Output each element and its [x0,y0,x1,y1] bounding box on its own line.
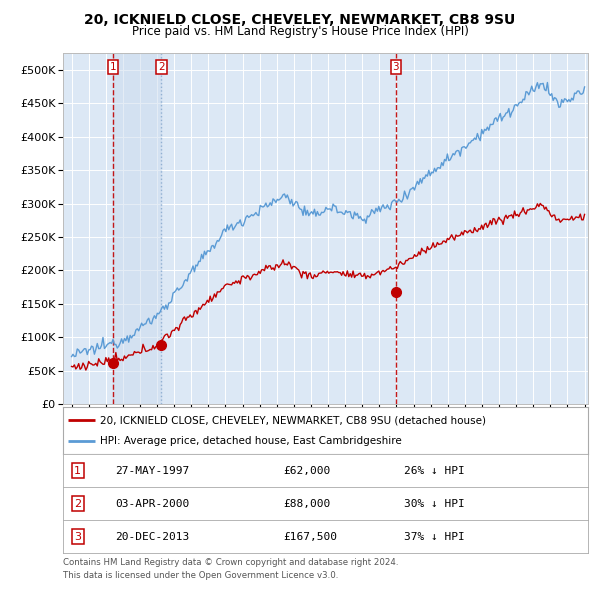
Text: 20-DEC-2013: 20-DEC-2013 [115,532,190,542]
Text: 27-MAY-1997: 27-MAY-1997 [115,466,190,476]
Text: 03-APR-2000: 03-APR-2000 [115,499,190,509]
Text: £62,000: £62,000 [284,466,331,476]
Text: 20, ICKNIELD CLOSE, CHEVELEY, NEWMARKET, CB8 9SU: 20, ICKNIELD CLOSE, CHEVELEY, NEWMARKET,… [85,13,515,27]
Bar [113,53,161,404]
Text: Price paid vs. HM Land Registry's House Price Index (HPI): Price paid vs. HM Land Registry's House … [131,25,469,38]
Text: £167,500: £167,500 [284,532,337,542]
Text: 3: 3 [392,62,399,72]
Text: 1: 1 [109,62,116,72]
Text: 3: 3 [74,532,81,542]
Text: 1: 1 [74,466,81,476]
Text: Contains HM Land Registry data © Crown copyright and database right 2024.: Contains HM Land Registry data © Crown c… [63,558,398,567]
Text: £88,000: £88,000 [284,499,331,509]
Text: 37% ↓ HPI: 37% ↓ HPI [404,532,465,542]
Text: 20, ICKNIELD CLOSE, CHEVELEY, NEWMARKET, CB8 9SU (detached house): 20, ICKNIELD CLOSE, CHEVELEY, NEWMARKET,… [100,415,486,425]
Text: HPI: Average price, detached house, East Cambridgeshire: HPI: Average price, detached house, East… [100,436,401,446]
Text: This data is licensed under the Open Government Licence v3.0.: This data is licensed under the Open Gov… [63,571,338,580]
Text: 2: 2 [74,499,81,509]
Text: 26% ↓ HPI: 26% ↓ HPI [404,466,465,476]
Text: 2: 2 [158,62,164,72]
Text: 30% ↓ HPI: 30% ↓ HPI [404,499,465,509]
